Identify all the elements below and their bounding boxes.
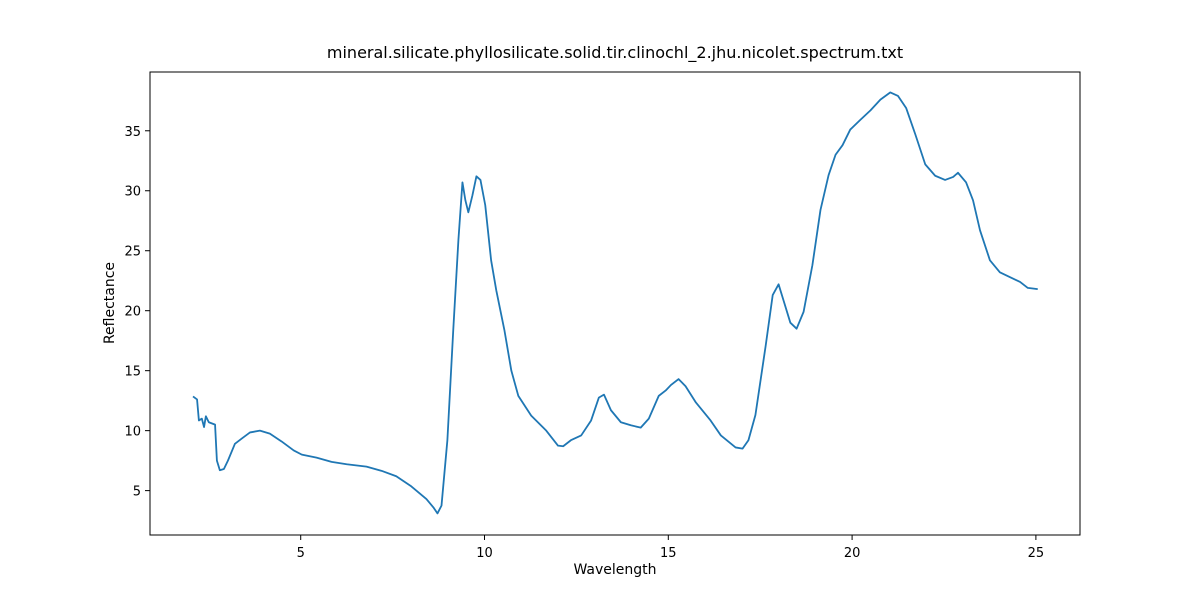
x-tick-label: 20: [844, 546, 861, 561]
y-tick-label: 15: [124, 365, 141, 380]
line-series: [192, 91, 1038, 515]
x-axis-label: Wavelength: [573, 562, 656, 578]
x-tick-label: 25: [1028, 546, 1045, 561]
y-tick-label: 35: [124, 125, 141, 140]
y-tick-label: 30: [124, 185, 141, 200]
x-tick-label: 5: [297, 546, 305, 561]
chart-title: mineral.silicate.phyllosilicate.solid.ti…: [327, 43, 903, 63]
y-tick-label: 25: [124, 245, 141, 260]
y-axis-label: Reflectance: [102, 262, 118, 344]
plot-frame: [149, 71, 1081, 536]
x-tick-label: 10: [476, 546, 493, 561]
x-tick-label: 15: [660, 546, 677, 561]
y-tick-label: 5: [133, 485, 141, 500]
y-tick-label: 20: [124, 305, 141, 320]
y-tick-label: 10: [124, 425, 141, 440]
